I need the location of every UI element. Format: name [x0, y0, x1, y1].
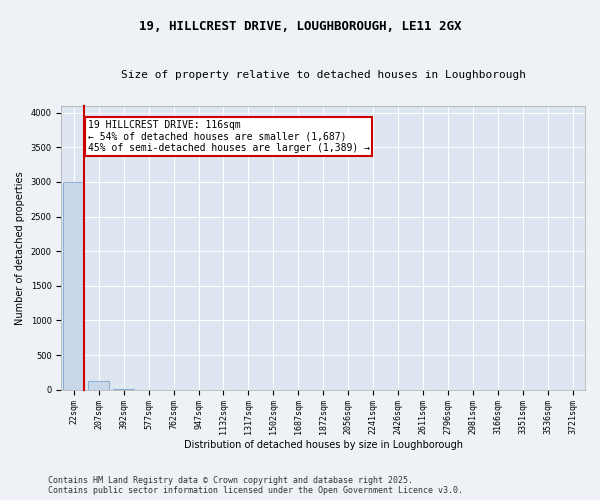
X-axis label: Distribution of detached houses by size in Loughborough: Distribution of detached houses by size … [184, 440, 463, 450]
Bar [88, 382, 109, 390]
Text: 19 HILLCREST DRIVE: 116sqm
← 54% of detached houses are smaller (1,687)
45% of s: 19 HILLCREST DRIVE: 116sqm ← 54% of deta… [88, 120, 370, 153]
Title: Size of property relative to detached houses in Loughborough: Size of property relative to detached ho… [121, 70, 526, 80]
Text: 19, HILLCREST DRIVE, LOUGHBOROUGH, LE11 2GX: 19, HILLCREST DRIVE, LOUGHBOROUGH, LE11 … [139, 20, 461, 33]
Bar [63, 182, 85, 390]
Y-axis label: Number of detached properties: Number of detached properties [15, 171, 25, 324]
Text: Contains HM Land Registry data © Crown copyright and database right 2025.
Contai: Contains HM Land Registry data © Crown c… [48, 476, 463, 495]
